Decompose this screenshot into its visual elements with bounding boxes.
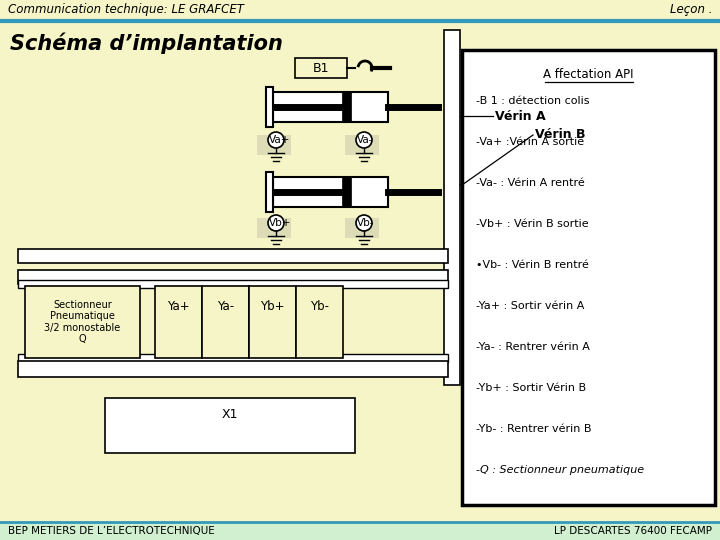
Text: -Vb+ : Vérin B sortie: -Vb+ : Vérin B sortie — [476, 219, 589, 229]
Bar — [272, 92, 387, 122]
Text: -Q : Sectionneur pneumatique: -Q : Sectionneur pneumatique — [476, 465, 644, 475]
Bar — [342, 92, 351, 122]
Text: -Ya+ : Sortir vérin A: -Ya+ : Sortir vérin A — [476, 301, 585, 311]
Bar — [444, 30, 460, 385]
Bar — [155, 286, 202, 358]
Text: -Va+ :Vérin A sortie: -Va+ :Vérin A sortie — [476, 137, 584, 147]
Bar — [18, 249, 448, 263]
Text: Schéma d’implantation: Schéma d’implantation — [10, 32, 283, 54]
Text: Vérin B: Vérin B — [535, 129, 585, 141]
Text: •Vb- : Vérin B rentré: •Vb- : Vérin B rentré — [476, 260, 589, 270]
Bar — [345, 218, 379, 238]
Circle shape — [268, 215, 284, 231]
Text: Vb+: Vb+ — [269, 218, 292, 228]
Text: Va+: Va+ — [269, 135, 290, 145]
Text: X1: X1 — [222, 408, 238, 422]
Text: Sectionneur
Pneumatique
3/2 monostable
Q: Sectionneur Pneumatique 3/2 monostable Q — [45, 300, 121, 345]
Text: Communication technique: LE GRAFCET: Communication technique: LE GRAFCET — [8, 3, 244, 17]
Circle shape — [356, 132, 372, 148]
Bar — [257, 135, 291, 155]
Circle shape — [268, 132, 284, 148]
Bar — [296, 286, 343, 358]
Text: Ya-: Ya- — [217, 300, 234, 314]
Circle shape — [356, 215, 372, 231]
Text: Leçon .: Leçon . — [670, 3, 712, 17]
Bar — [295, 58, 347, 78]
Bar — [462, 50, 715, 505]
Text: Yb-: Yb- — [310, 300, 329, 314]
Bar — [18, 270, 448, 284]
Text: BEP METIERS DE L’ELECTROTECHNIQUE: BEP METIERS DE L’ELECTROTECHNIQUE — [8, 526, 215, 536]
Text: Va-: Va- — [357, 135, 374, 145]
Text: A ffectation API: A ffectation API — [544, 69, 634, 82]
Text: -Va- : Vérin A rentré: -Va- : Vérin A rentré — [476, 178, 585, 188]
Bar — [257, 218, 291, 238]
Bar — [25, 286, 140, 358]
Text: -Yb+ : Sortir Vérin B: -Yb+ : Sortir Vérin B — [476, 383, 586, 393]
Bar — [249, 286, 296, 358]
Text: Vb-: Vb- — [357, 218, 374, 228]
Text: Yb+: Yb+ — [260, 300, 284, 314]
Text: Ya+: Ya+ — [167, 300, 190, 314]
Bar — [345, 135, 379, 155]
Text: -Ya- : Rentrer vérin A: -Ya- : Rentrer vérin A — [476, 342, 590, 352]
Text: B1: B1 — [312, 62, 329, 75]
Bar — [105, 397, 355, 453]
Bar — [18, 354, 448, 362]
Bar — [202, 286, 249, 358]
Text: -Yb- : Rentrer vérin B: -Yb- : Rentrer vérin B — [476, 424, 592, 434]
Text: LP DESCARTES 76400 FECAMP: LP DESCARTES 76400 FECAMP — [554, 526, 712, 536]
Bar — [272, 177, 387, 207]
Bar — [18, 361, 448, 377]
Bar — [342, 177, 351, 207]
Bar — [18, 280, 448, 288]
Bar — [266, 172, 272, 212]
Text: -B 1 : détection colis: -B 1 : détection colis — [476, 96, 590, 106]
Text: Vérin A: Vérin A — [495, 110, 546, 123]
Bar — [0, 522, 720, 540]
Bar — [266, 87, 272, 127]
